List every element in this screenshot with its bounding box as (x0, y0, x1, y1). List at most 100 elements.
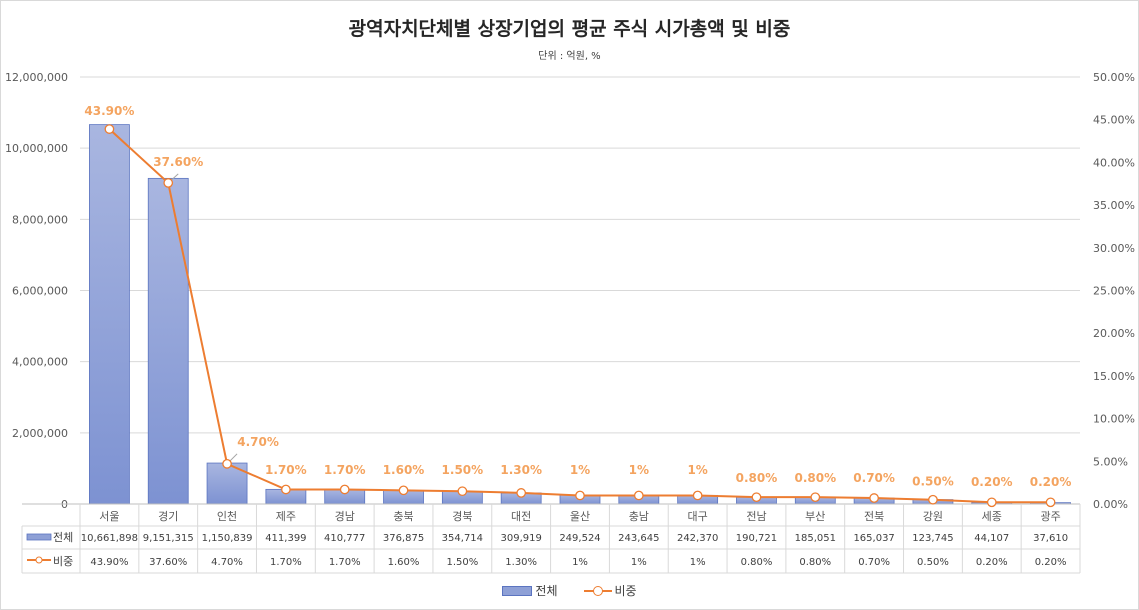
share-data-label: 43.90% (84, 104, 134, 118)
x-tick-label: 광주 (1040, 510, 1060, 523)
y-left-tick-label: 8,000,000 (12, 213, 68, 226)
share-data-label: 0.80% (794, 471, 836, 485)
share-data-label: 37.60% (153, 155, 203, 169)
share-point (457, 486, 468, 497)
x-tick-label: 경북 (452, 510, 472, 523)
share-point (692, 490, 703, 501)
share-data-label: 0.20% (971, 475, 1013, 489)
x-tick-label: 대구 (688, 510, 708, 523)
share-data-label: 1.70% (324, 463, 366, 477)
table-cell-total: 1,150,839 (202, 533, 253, 544)
share-point (1045, 497, 1056, 508)
x-tick-label: 서울 (99, 510, 119, 523)
table-cell-total: 37,610 (1033, 533, 1068, 544)
table-cell-share: 1% (572, 557, 588, 568)
x-tick-label: 인천 (217, 509, 237, 523)
share-data-label: 1% (629, 463, 649, 477)
y-left-tick-label: 4,000,000 (12, 356, 68, 369)
table-key-marker (35, 556, 43, 564)
share-point (339, 484, 350, 495)
y-right-tick-label: 5.00% (1093, 455, 1128, 468)
bar (147, 177, 189, 505)
chart-title: 광역자치단체별 상장기업의 평균 주식 시가총액 및 비중 (348, 18, 791, 40)
table-cell-total: 9,151,315 (143, 533, 194, 544)
table-cell-share: 43.90% (90, 557, 128, 568)
x-tick-label: 전남 (746, 510, 766, 523)
share-data-label: 1.30% (500, 463, 542, 477)
legend-item-share: 비중 (583, 582, 637, 599)
share-point (810, 492, 821, 503)
table-cell-total: 376,875 (383, 533, 424, 544)
share-point (575, 490, 585, 501)
x-tick-label: 제주 (276, 510, 296, 523)
share-data-label: 1.60% (383, 463, 425, 477)
y-left-tick-label: 12,000,000 (5, 71, 68, 84)
chart-subtitle: 단위 : 억원, % (538, 51, 601, 62)
table-cell-share: 0.70% (858, 557, 890, 568)
table-key-bar (26, 533, 52, 541)
share-data-label: 0.70% (853, 471, 895, 485)
legend-label-total: 전체 (535, 584, 558, 598)
y-right-tick-label: 10.00% (1093, 413, 1135, 426)
table-cell-total: 242,370 (677, 533, 718, 544)
table-cell-total: 249,524 (559, 533, 600, 544)
table-cell-total: 354,714 (442, 533, 483, 544)
share-data-label: 0.20% (1030, 475, 1072, 489)
share-point (222, 459, 232, 469)
share-data-label: 1.50% (442, 463, 484, 477)
x-tick-label: 경남 (335, 510, 355, 523)
share-point (633, 490, 644, 501)
x-tick-label: 충남 (629, 510, 649, 523)
x-tick-label: 부산 (805, 510, 825, 523)
share-data-label: 4.70% (237, 435, 279, 449)
table-row-header-share: 비중 (53, 555, 73, 568)
y-left-tick-label: 6,000,000 (12, 285, 68, 298)
y-right-tick-label: 25.00% (1093, 285, 1135, 298)
share-point (516, 488, 527, 498)
legend-label-share: 비중 (614, 584, 637, 598)
share-point (986, 497, 997, 508)
x-tick-label: 충북 (393, 510, 413, 523)
y-right-tick-label: 0.00% (1093, 498, 1128, 511)
table-row-header-total: 전체 (53, 531, 73, 544)
y-right-tick-label: 30.00% (1093, 242, 1135, 255)
table-cell-share: 1.70% (270, 557, 302, 568)
x-tick-label: 강원 (923, 510, 943, 523)
table-cell-share: 1.50% (446, 557, 478, 568)
table-cell-total: 411,399 (265, 533, 306, 544)
y-right-tick-label: 40.00% (1093, 156, 1135, 169)
legend-item-total: 전체 (502, 582, 558, 599)
y-right-tick-label: 50.00% (1093, 71, 1135, 84)
table-cell-share: 0.20% (976, 557, 1008, 568)
bar (89, 124, 130, 505)
table-cell-share: 1.60% (388, 557, 420, 568)
table-cell-share: 0.80% (799, 557, 831, 568)
x-tick-label: 세종 (982, 510, 1002, 523)
table-cell-share: 1% (631, 557, 647, 568)
share-point (163, 178, 174, 188)
table-cell-share: 0.20% (1035, 557, 1067, 568)
legend-bar-swatch (502, 585, 533, 596)
legend: 전체 비중 (0, 582, 1139, 599)
table-cell-share: 37.60% (149, 557, 187, 568)
table-cell-total: 44,107 (974, 533, 1009, 544)
table-cell-total: 10,661,898 (81, 533, 138, 544)
share-data-label: 1.70% (265, 463, 307, 477)
table-cell-share: 1.70% (329, 557, 361, 568)
table-cell-total: 165,037 (853, 533, 894, 544)
x-tick-label: 울산 (570, 510, 590, 523)
table-cell-share: 0.80% (741, 557, 773, 568)
share-data-label: 0.80% (736, 471, 778, 485)
y-right-tick-label: 45.00% (1093, 114, 1135, 127)
table-cell-share: 1.30% (505, 557, 537, 568)
x-tick-label: 경기 (158, 510, 178, 523)
share-data-label: 1% (570, 463, 590, 477)
share-data-label: 1% (687, 463, 707, 477)
table-cell-share: 0.50% (917, 557, 949, 568)
legend-line-swatch (583, 585, 612, 596)
table-cell-total: 410,777 (324, 533, 365, 544)
y-left-tick-label: 2,000,000 (12, 427, 68, 440)
share-point (928, 494, 938, 505)
share-point (869, 493, 879, 503)
share-point (751, 492, 762, 503)
